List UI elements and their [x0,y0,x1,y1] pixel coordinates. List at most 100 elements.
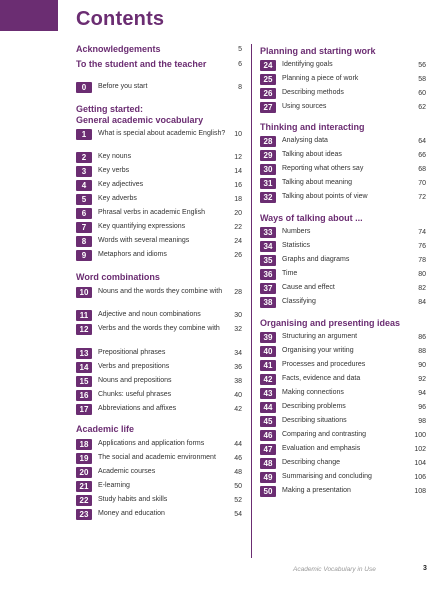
section-heading: Thinking and interacting [260,122,426,133]
toc-unit-entry: 21 E-learning 50 [76,481,242,492]
unit-page-number: 78 [418,257,426,264]
unit-number-badge: 37 [260,283,276,294]
unit-page-number: 14 [234,168,242,175]
section-heading: General academic vocabulary [76,115,242,126]
unit-title: Applications and application forms [98,440,205,447]
section-heading: Ways of talking about ... [260,213,426,224]
section-heading-text: Ways of talking about ... [260,213,363,223]
unit-page-number: 104 [414,460,426,467]
unit-title: Structuring an argument [282,333,358,340]
unit-title: Facts, evidence and data [282,375,361,382]
section-heading-text: General academic vocabulary [76,115,204,125]
section-heading: Organising and presenting ideas [260,318,426,329]
unit-number-badge: 25 [260,74,276,85]
unit-page-number: 26 [234,252,242,259]
toc-unit-entry: 19 The social and academic environment 46 [76,453,242,464]
unit-title: Numbers [282,228,311,235]
toc-unit-entry: 34 Statistics 76 [260,241,426,252]
unit-number-badge: 10 [76,287,92,298]
toc-unit-entry: 3 Key verbs 14 [76,166,242,177]
toc-unit-entry: 4 Key adjectives 16 [76,180,242,191]
unit-title: The social and academic environment [98,454,216,461]
unit-page-number: 40 [234,392,242,399]
section-heading: Planning and starting work [260,46,426,57]
unit-page-number: 80 [418,271,426,278]
unit-number-badge: 24 [260,60,276,71]
unit-title: Chunks: useful phrases [98,391,172,398]
toc-unit-entry: 49 Summarising and concluding 106 [260,472,426,483]
unit-title: Cause and effect [282,284,335,291]
unit-number-badge: 31 [260,178,276,189]
toc-unit-entry: 50 Making a presentation 108 [260,486,426,497]
toc-unit-entry: 36 Time 80 [260,269,426,280]
unit-number-badge: 2 [76,152,92,163]
unit-page-number: 90 [418,362,426,369]
unit-title: Abbreviations and affixes [98,405,177,412]
unit-number-badge: 14 [76,362,92,373]
unit-number-badge: 40 [260,346,276,357]
toc-unit-entry: 15 Nouns and prepositions 38 [76,376,242,387]
column-divider [251,44,252,558]
unit-page-number: 32 [234,326,242,333]
toc-unit-entry: 43 Making connections 94 [260,388,426,399]
unit-number-badge: 26 [260,88,276,99]
unit-title: Describing situations [282,417,347,424]
toc-unit-entry: 13 Prepositional phrases 34 [76,348,242,359]
unit-page-number: 68 [418,166,426,173]
section-heading-text: Acknowledgements [76,44,161,54]
unit-number-badge: 27 [260,102,276,113]
unit-title: Key adverbs [98,195,137,202]
unit-title: Time [282,270,298,277]
unit-page-number: 64 [418,138,426,145]
toc-unit-entry: 39 Structuring an argument 86 [260,332,426,343]
toc-unit-entry: 23 Money and education 54 [76,509,242,520]
unit-title: Academic courses [98,468,156,475]
unit-page-number: 76 [418,243,426,250]
section-heading-text: Academic life [76,424,135,434]
unit-page-number: 34 [234,350,242,357]
unit-page-number: 100 [414,432,426,439]
toc-unit-entry: 18 Applications and application forms 44 [76,439,242,450]
toc-unit-entry: 2 Key nouns 12 [76,152,242,163]
toc-unit-entry: 25 Planning a piece of work 58 [260,74,426,85]
unit-page-number: 84 [418,299,426,306]
unit-title: Key verbs [98,167,130,174]
unit-page-number: 48 [234,469,242,476]
footer-book-title: Academic Vocabulary in Use [293,566,376,573]
unit-number-badge: 32 [260,192,276,203]
toc-unit-entry: 0 Before you start 8 [76,82,242,93]
unit-number-badge: 16 [76,390,92,401]
unit-number-badge: 44 [260,402,276,413]
unit-page-number: 36 [234,364,242,371]
unit-title: Talking about meaning [282,179,353,186]
unit-title: What is special about academic English? [98,130,226,137]
toc-unit-entry: 26 Describing methods 60 [260,88,426,99]
unit-page-number: 86 [418,334,426,341]
unit-page-number: 72 [418,194,426,201]
unit-page-number: 82 [418,285,426,292]
unit-title: Key quantifying expressions [98,223,186,230]
toc-unit-entry: 24 Identifying goals 56 [260,60,426,71]
unit-title: Making a presentation [282,487,351,494]
unit-title: Describing methods [282,89,344,96]
unit-number-badge: 22 [76,495,92,506]
unit-number-badge: 50 [260,486,276,497]
toc-unit-entry: 16 Chunks: useful phrases 40 [76,390,242,401]
unit-title: Processes and procedures [282,361,366,368]
unit-number-badge: 39 [260,332,276,343]
unit-page-number: 12 [234,154,242,161]
unit-title: Comparing and contrasting [282,431,367,438]
unit-number-badge: 19 [76,453,92,464]
unit-number-badge: 30 [260,164,276,175]
unit-number-badge: 12 [76,324,92,335]
unit-page-number: 38 [234,378,242,385]
header-color-band [0,0,58,31]
footer-page-number: 3 [423,565,427,572]
unit-title: Phrasal verbs in academic English [98,209,205,216]
toc-unit-entry: 28 Analysing data 64 [260,136,426,147]
toc-unit-entry: 48 Describing change 104 [260,458,426,469]
unit-number-badge: 21 [76,481,92,492]
unit-number-badge: 11 [76,310,92,321]
toc-unit-entry: 14 Verbs and prepositions 36 [76,362,242,373]
